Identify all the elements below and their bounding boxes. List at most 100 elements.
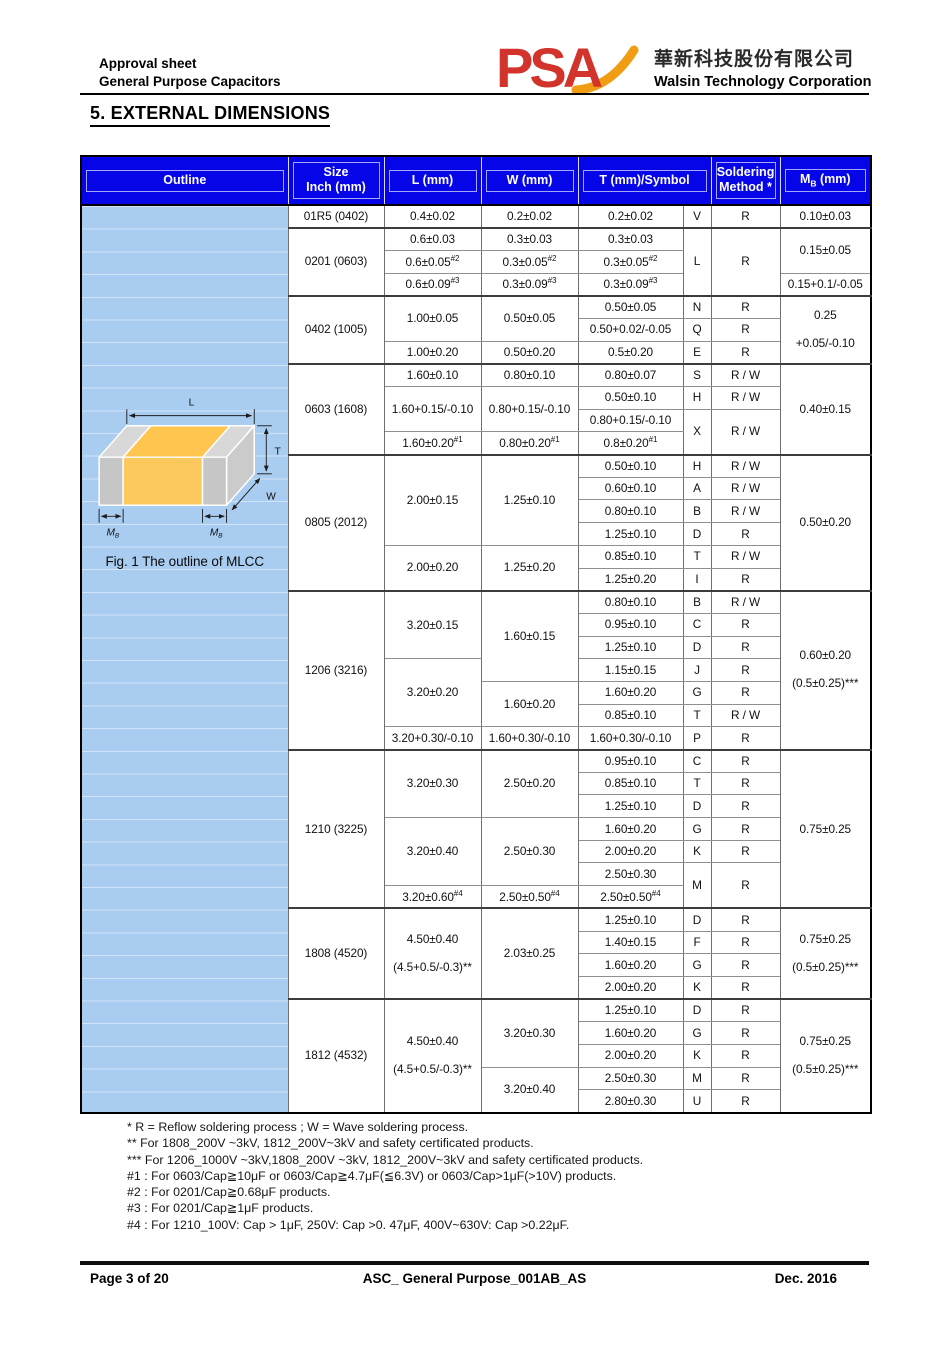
table-cell: 1.00±0.20 <box>383 340 482 365</box>
table-cell: 2.50±0.50#4 <box>480 885 579 909</box>
table-row: 0805 (2012) 2.00±0.15 1.25±0.10 0.50±0.10 H R… <box>81 453 872 592</box>
table-cell: 4.50±0.40 (4.5+0.5/-0.3)** <box>383 907 482 1000</box>
table-cell: X <box>682 408 712 456</box>
body-front <box>122 456 204 507</box>
table-cell: L <box>682 226 712 297</box>
psa-logo: PSA <box>498 38 639 98</box>
table-cell: R <box>710 226 781 297</box>
footnote-line: ** For 1808_200V ~3kV, 1812_200V~3kV and… <box>127 1136 534 1151</box>
table-row: 3.20±0.60#4 2.50±0.50#4 2.50±0.50#4 <box>81 885 871 909</box>
table-row: 1.60±0.20 G R <box>81 953 871 977</box>
column-header: Soldering Method * <box>710 155 781 206</box>
table-cell: U <box>682 1089 712 1113</box>
table-cell: 1206 (3216) <box>287 589 385 750</box>
table-cell: R <box>710 1043 781 1068</box>
table-cell: E <box>682 340 712 365</box>
table-cell: G <box>682 680 712 705</box>
table-cell: 1.25±0.20 <box>480 544 579 592</box>
table-cell: 0.15+0.1/-0.05 <box>779 272 872 297</box>
table-cell: 0.80+0.15/-0.10 <box>577 408 684 433</box>
table-cell: R / W <box>710 386 781 410</box>
table-cell: 3.20±0.40 <box>480 1066 579 1114</box>
table-row: 0.60±0.10 A R / W <box>81 476 871 501</box>
mlcc-outline-figure: L T W MB MB Fig. 1 The outline of MLCC <box>83 373 287 586</box>
table-cell: 2.00±0.20 <box>577 975 684 1000</box>
table-cell: 2.00±0.20 <box>577 1043 684 1068</box>
table-cell: 0.6±0.09#3 <box>383 272 482 297</box>
table-cell: G <box>682 953 712 977</box>
table-cell: 0.3±0.03 <box>480 226 579 251</box>
table-cell: 0.3±0.03 <box>577 226 684 251</box>
table-cell: R / W <box>710 362 781 387</box>
table-cell: 1.60±0.20#1 <box>383 431 482 456</box>
table-cell: 0.25 +0.05/-0.10 <box>779 294 872 365</box>
table-cell: R / W <box>710 703 781 728</box>
footer-page-number: Page 3 of 20 <box>90 1271 169 1286</box>
table-cell: 0.85±0.10 <box>577 544 684 569</box>
table-cell: 1.25±0.10 <box>577 907 684 932</box>
table-cell: 2.50±0.30 <box>577 1066 684 1091</box>
table-cell: R <box>710 907 781 932</box>
header-divider <box>80 93 869 95</box>
table-cell: 0805 (2012) <box>287 453 385 592</box>
table-cell: 0.50±0.20 <box>779 453 872 592</box>
table-cell: R <box>710 680 781 705</box>
table-cell: H <box>682 453 712 478</box>
table-cell: H <box>682 386 712 410</box>
table-cell: 1.40±0.15 <box>577 930 684 955</box>
table-cell: R <box>710 726 781 750</box>
table-row: 0201 (0603) 0.6±0.03 0.3±0.03 0.3±0.03 L R 0.1… <box>81 226 872 297</box>
table-cell: 01R5 (0402) <box>287 204 385 229</box>
table-cell: 1.25±0.10 <box>577 998 684 1023</box>
table-cell: R / W <box>710 589 781 614</box>
table-cell: K <box>682 839 712 864</box>
table-cell: 3.20±0.20 <box>383 658 482 728</box>
footnote-line: *** For 1206_1000V ~3kV,1808_200V ~3kV, … <box>127 1152 644 1167</box>
table-cell: T <box>682 703 712 728</box>
table-cell: 2.00±0.15 <box>383 453 482 546</box>
table-row: 1206 (3216) 3.20±0.15 1.60±0.15 0.80±0.10 B R… <box>81 589 872 750</box>
table-cell: 0402 (1005) <box>287 294 385 365</box>
table-cell: 0.50±0.05 <box>480 294 579 342</box>
table-row: 0.6±0.09#3 0.3±0.09#3 0.3±0.09#3 0.15+0.1/-… <box>81 272 872 297</box>
table-row: 2.00±0.20 K R <box>81 1043 871 1068</box>
table-row: 0.95±0.10 C R <box>81 612 871 637</box>
table-cell: 3.20±0.30 <box>383 748 482 819</box>
table-cell: 1.60+0.15/-0.10 <box>383 385 482 433</box>
column-header: L (mm) <box>383 155 482 206</box>
table-cell: N <box>682 294 712 319</box>
table-cell: 0.85±0.10 <box>577 703 684 728</box>
table-cell: D <box>682 794 712 819</box>
table-row: 1812 (4532) 4.50±0.40 (4.5+0.5/-0.3)** 3.2… <box>81 998 872 1114</box>
table-cell: 0.6±0.03 <box>383 226 482 251</box>
footnote-line: #3 : For 0201/Cap≧1μF products. <box>127 1201 314 1216</box>
mlcc-drawing: L T W MB MB <box>98 398 281 540</box>
table-cell: 2.50±0.30 <box>577 862 684 887</box>
table-cell: K <box>682 975 712 1000</box>
table-cell: M <box>682 862 712 909</box>
table-cell: 0.80+0.15/-0.10 <box>480 385 579 433</box>
table-row: 2.00±0.20 1.25±0.20 0.85±0.10 T R / W <box>81 544 871 592</box>
table-cell: 3.20±0.15 <box>383 589 482 660</box>
section-title: 5. EXTERNAL DIMENSIONS <box>90 103 331 127</box>
table-cell: V <box>682 204 712 229</box>
column-header: Outline <box>80 155 289 206</box>
table-cell: R <box>710 839 781 864</box>
table-row: 1.60+0.15/-0.10 0.80+0.15/-0.10 0.50±0.10 H… <box>81 385 871 433</box>
table-cell: 1.60±0.20 <box>577 1021 684 1045</box>
table-cell: 1.60±0.20 <box>577 680 684 705</box>
table-cell: 1812 (4532) <box>287 998 385 1114</box>
footer-date: Dec. 2016 <box>774 1271 837 1286</box>
table-cell: C <box>682 612 712 637</box>
table-cell: R <box>710 1021 781 1045</box>
table-cell: 2.50±0.30 <box>480 817 579 887</box>
table-cell: 0201 (0603) <box>287 226 385 297</box>
table-row: 0402 (1005) 1.00±0.05 0.50±0.05 0.50±0.05 N R… <box>81 294 872 365</box>
footer-divider <box>80 1261 869 1265</box>
column-header: W (mm) <box>480 155 579 206</box>
table-cell: D <box>682 907 712 932</box>
table-cell: I <box>682 567 712 592</box>
table-row: L T W MB MB Fig. 1 The outline of MLCC 0… <box>80 204 872 1113</box>
table-cell: R <box>710 975 781 1000</box>
table-cell: R <box>710 340 781 365</box>
